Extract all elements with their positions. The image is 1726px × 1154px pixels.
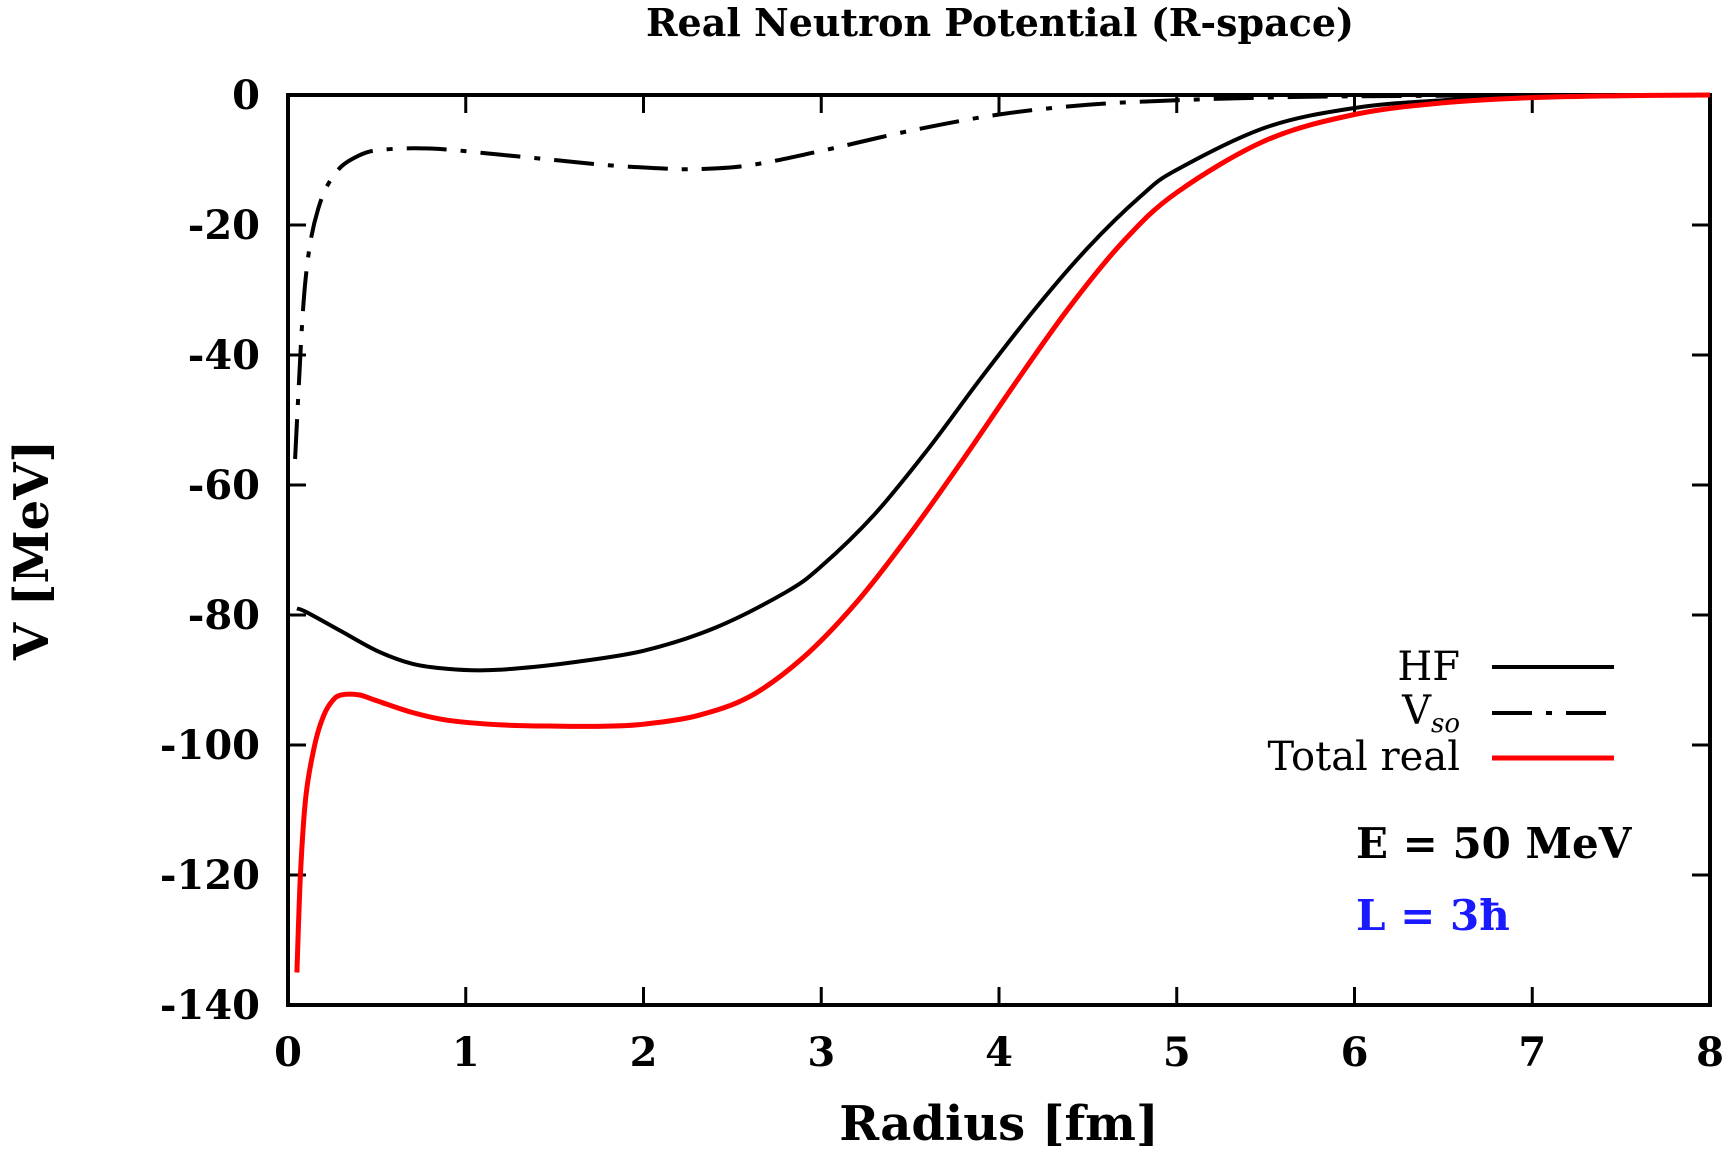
legend-label-vso-sub: so	[1431, 709, 1460, 739]
series-line-total-real	[294, 92, 1711, 973]
plot-frame	[286, 93, 1712, 1007]
y-tick-label: -20	[188, 202, 260, 249]
y-tick-label: -40	[188, 332, 260, 379]
x-axis: 0 1 2 3 4 5 6 7 8	[274, 95, 1724, 1076]
x-tick-label: 6	[1341, 1029, 1369, 1076]
x-tick-label: 1	[452, 1029, 480, 1076]
y-axis: 0 -20 -40 -60 -80 -100 -120 -140	[160, 72, 1710, 1029]
x-tick-label: 8	[1696, 1029, 1724, 1076]
y-tick-label: -80	[188, 592, 260, 639]
legend-label-vso-main: V	[1401, 688, 1432, 734]
y-tick-label: 0	[232, 72, 260, 119]
y-tick-label: -60	[188, 462, 260, 509]
annotation-angular-momentum: L = 3ħ	[1356, 891, 1510, 940]
legend: HF Vso Total real	[1267, 644, 1614, 780]
legend-label-vso: Vso	[1401, 688, 1460, 739]
series-layer	[293, 92, 1711, 973]
x-tick-label: 4	[985, 1029, 1013, 1076]
y-tick-label: -140	[160, 982, 260, 1029]
x-tick-label: 7	[1518, 1029, 1546, 1076]
x-tick-label: 0	[274, 1029, 302, 1076]
y-tick-label: -100	[160, 722, 260, 769]
x-tick-label: 3	[807, 1029, 835, 1076]
series-line-v-so	[293, 93, 1711, 460]
x-tick-label: 2	[630, 1029, 658, 1076]
legend-label-hf: HF	[1397, 644, 1460, 690]
annotation-energy: E = 50 MeV	[1356, 819, 1633, 868]
y-tick-label: -120	[160, 852, 260, 899]
series-line-hf	[296, 93, 1711, 673]
chart-title: Real Neutron Potential (R-space)	[646, 0, 1354, 45]
x-tick-label: 5	[1163, 1029, 1191, 1076]
y-axis-label: V [MeV]	[4, 440, 60, 661]
x-axis-label: Radius [fm]	[839, 1096, 1158, 1152]
legend-label-total: Total real	[1267, 734, 1460, 780]
